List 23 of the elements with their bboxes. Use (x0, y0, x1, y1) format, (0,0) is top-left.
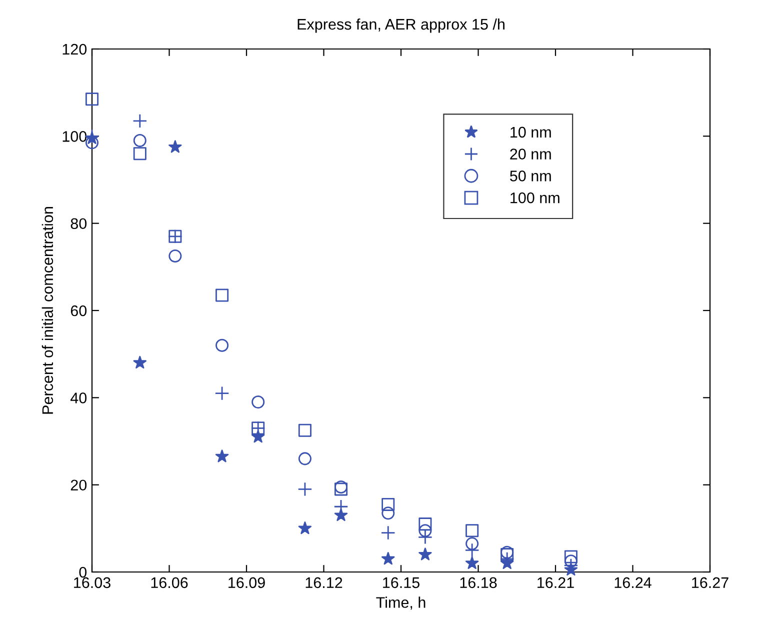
x-axis-title: Time, h (376, 596, 426, 610)
legend-label: 20 nm (510, 148, 551, 160)
x-tick-label: 16.03 (74, 577, 110, 588)
x-tick-label: 16.09 (228, 577, 265, 588)
y-axis-title: Percent of initial comcentration (42, 207, 54, 414)
x-tick-label: 16.18 (460, 577, 497, 588)
legend-label: 100 nm (510, 192, 560, 204)
x-tick-label: 16.12 (306, 577, 342, 588)
y-tick-label: 80 (70, 218, 87, 230)
x-tick-label: 16.06 (151, 577, 188, 588)
y-tick-label: 20 (70, 480, 87, 491)
legend-label: 50 nm (510, 170, 551, 182)
y-tick-label: 100 (62, 131, 87, 142)
y-tick-label: 60 (70, 305, 87, 316)
x-tick-label: 16.24 (614, 577, 652, 588)
legend-label: 10 nm (510, 126, 551, 138)
chart-title: Express fan, AER approx 15 /h (298, 18, 504, 33)
x-tick-label: 16.15 (383, 577, 420, 588)
y-tick-label: 0 (79, 566, 87, 578)
y-tick-label: 40 (70, 392, 87, 404)
y-tick-label: 120 (62, 44, 87, 55)
x-tick-label: 16.21 (538, 577, 574, 588)
x-tick-label: 16.27 (692, 577, 728, 588)
